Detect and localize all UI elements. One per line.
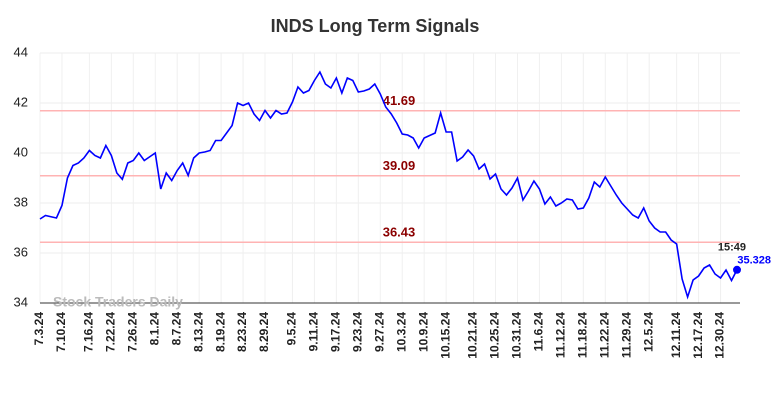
x-tick-label: 8.13.24 <box>191 312 205 352</box>
x-tick-label: 9.11.24 <box>307 312 321 352</box>
x-tick-label: 11.6.24 <box>532 312 546 352</box>
x-tick-label: 11.22.24 <box>597 312 611 358</box>
x-tick-label: 10.3.24 <box>394 312 408 352</box>
y-tick-label: 44 <box>14 44 28 59</box>
watermark: Stock Traders Daily <box>53 294 183 310</box>
x-tick-label: 12.30.24 <box>713 312 727 359</box>
x-tick-label: 8.29.24 <box>257 312 271 352</box>
price-line <box>39 70 738 300</box>
x-tick-label: 7.3.24 <box>32 312 46 346</box>
x-tick-label: 10.15.24 <box>438 312 452 359</box>
y-tick-label: 38 <box>14 194 28 209</box>
reference-label: 41.69 <box>383 93 416 108</box>
chart-title: INDS Long Term Signals <box>271 16 480 36</box>
x-tick-label: 10.9.24 <box>416 312 430 352</box>
x-tick-label: 12.17.24 <box>691 312 705 359</box>
reference-label: 36.43 <box>383 225 416 240</box>
x-tick-label: 11.12.24 <box>554 312 568 358</box>
y-tick-label: 36 <box>14 244 28 259</box>
x-tick-label: 9.17.24 <box>329 312 343 352</box>
x-tick-label: 12.5.24 <box>641 312 655 352</box>
x-tick-label: 10.21.24 <box>466 312 480 359</box>
x-tick-label: 8.7.24 <box>169 312 183 346</box>
x-tick-label: 7.10.24 <box>54 312 68 352</box>
x-tick-label: 9.23.24 <box>350 312 364 352</box>
x-tick-label: 9.5.24 <box>285 312 299 346</box>
x-tick-label: 7.16.24 <box>82 312 96 352</box>
x-tick-label: 10.25.24 <box>488 312 502 359</box>
x-tick-label: 8.19.24 <box>213 312 227 352</box>
last-point <box>733 265 741 274</box>
x-tick-label: 11.18.24 <box>576 312 590 358</box>
y-tick-label: 34 <box>14 294 28 309</box>
y-tick-label: 40 <box>14 144 28 159</box>
last-time: 15:49 <box>718 242 746 254</box>
last-value: 35.328 <box>737 255 771 267</box>
x-tick-label: 7.26.24 <box>125 312 139 352</box>
reference-label: 39.09 <box>383 158 416 173</box>
y-tick-label: 42 <box>14 94 28 109</box>
x-tick-label: 8.23.24 <box>235 312 249 352</box>
x-tick-label: 7.22.24 <box>104 312 118 352</box>
x-tick-label: 8.1.24 <box>147 312 161 346</box>
x-tick-label: 11.29.24 <box>619 312 633 358</box>
x-tick-label: 9.27.24 <box>372 312 386 352</box>
x-tick-label: 10.31.24 <box>510 312 524 359</box>
x-tick-label: 12.11.24 <box>669 312 683 358</box>
